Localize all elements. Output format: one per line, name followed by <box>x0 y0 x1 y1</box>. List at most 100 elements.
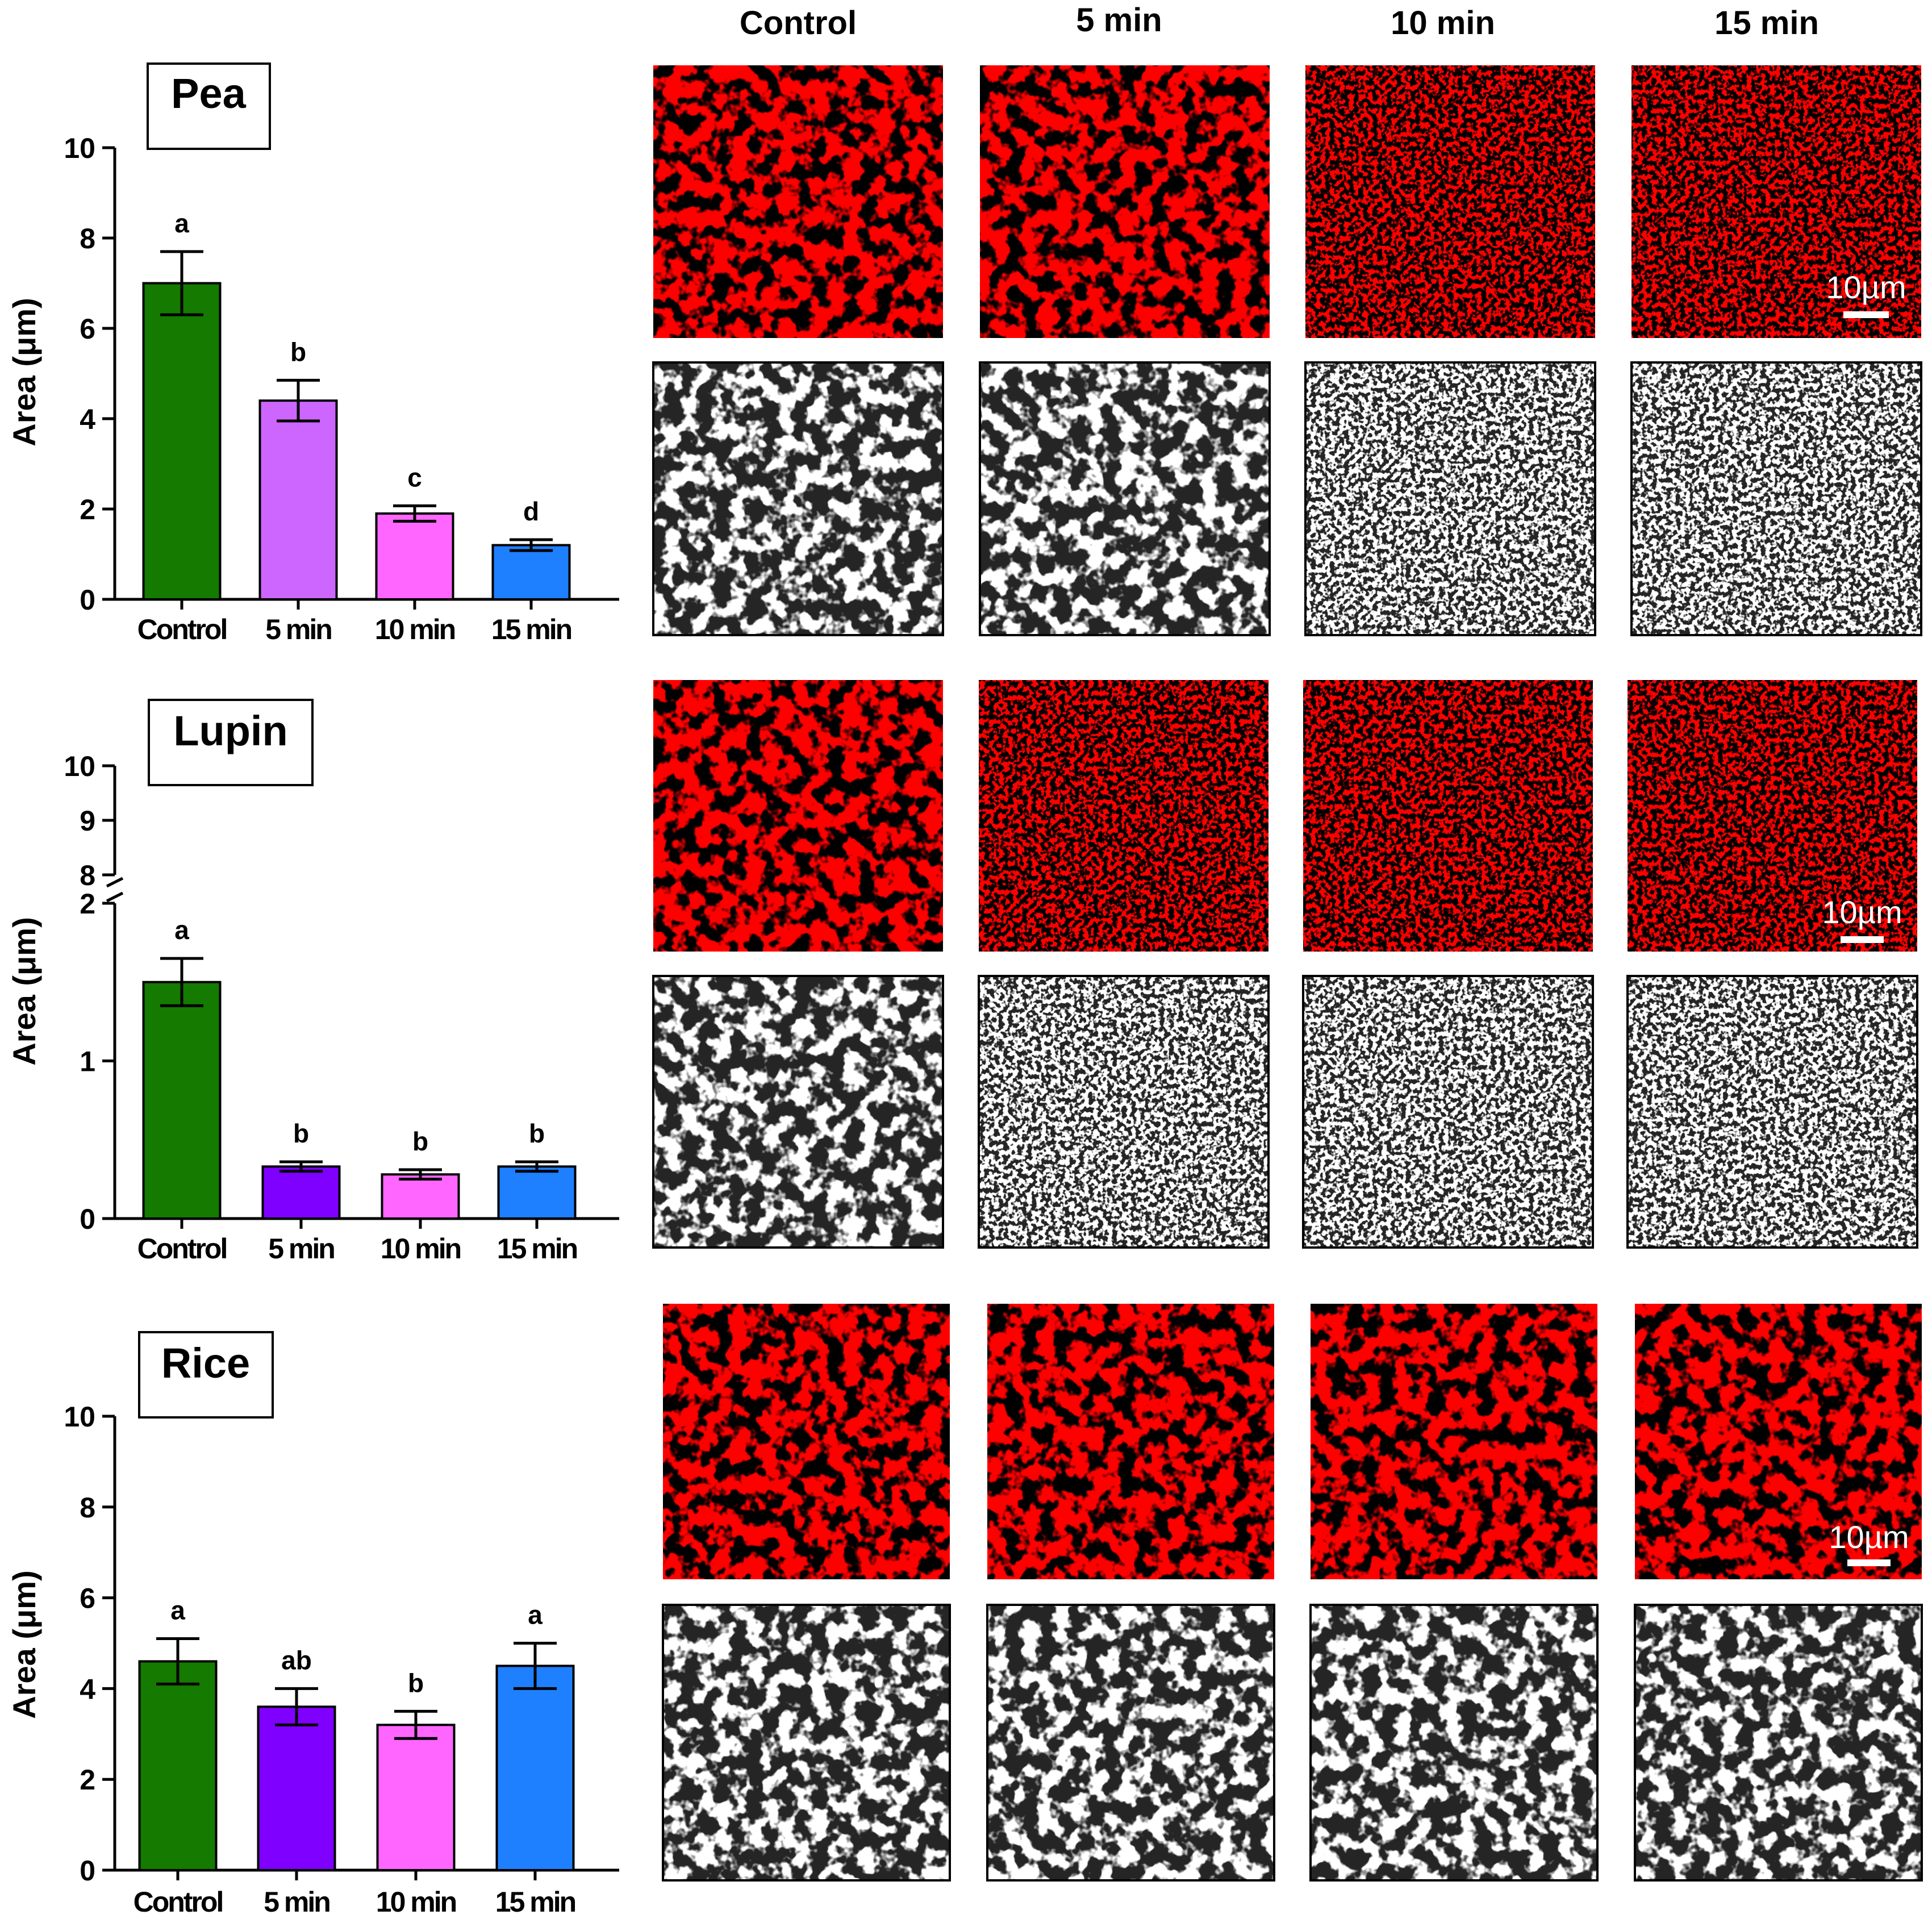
grayscale-image-r2-c2 <box>1309 1604 1599 1882</box>
significance-letter: d <box>523 497 539 526</box>
scale-bar-label-pea: 10µm <box>1826 269 1906 305</box>
scale-bar-pea <box>1843 311 1889 318</box>
y-axis-label: Area (μm) <box>6 1570 42 1718</box>
bar <box>376 1724 456 1872</box>
grayscale-image-r1-c2 <box>1302 975 1594 1249</box>
y-tick-label: 2 <box>80 888 95 920</box>
bar-group-1: b 5 min <box>261 1119 341 1265</box>
grayscale-image-r0-c0 <box>652 361 944 636</box>
significance-letter: ab <box>281 1645 312 1675</box>
fluorescence-image-r0-c2 <box>1305 65 1595 338</box>
y-axis-label: Area (μm) <box>6 917 42 1065</box>
column-headers: Control 5 min 10 min 15 min <box>740 2 1819 41</box>
bar-group-0: a Control <box>137 208 228 645</box>
fluorescence-image-r1-c1 <box>979 680 1268 952</box>
grayscale-image-r1-c3 <box>1626 975 1918 1249</box>
bar-group-0: a Control <box>137 915 228 1265</box>
y-tick-label: 8 <box>80 860 95 891</box>
chart-title-box <box>147 62 271 150</box>
y-tick-label: 10 <box>64 750 95 782</box>
x-tick-label: 15 min <box>495 1886 575 1918</box>
significance-letter: a <box>528 1600 543 1630</box>
bar <box>142 282 222 600</box>
chart-pea: Pea Area (μm) 0 2 4 6 8 10 a Control b 5 min c 10 min… <box>6 62 619 645</box>
grayscale-image-r0-c1 <box>979 361 1271 636</box>
x-tick-label: 5 min <box>265 614 331 645</box>
bar <box>491 544 571 600</box>
column-header-5min: 5 min <box>1076 2 1162 39</box>
bar <box>142 981 222 1220</box>
chart-title: Rice <box>161 1340 250 1387</box>
axis-break-mark <box>106 877 124 888</box>
bar-group-2: c 10 min <box>375 462 457 645</box>
chart-title: Lupin <box>173 707 287 754</box>
bar <box>257 1705 336 1872</box>
fluorescence-image-r0-c1 <box>980 65 1270 338</box>
bar <box>381 1173 460 1220</box>
scale-bars: 10µm 10µm 10µm <box>1822 269 1909 1566</box>
scale-bar-label-lupin: 10µm <box>1822 894 1902 930</box>
x-tick-label: 10 min <box>376 1886 456 1918</box>
fluorescence-image-r0-c3 <box>1631 65 1921 338</box>
grayscale-image-r2-c3 <box>1634 1604 1923 1882</box>
scale-bar-label-rice: 10µm <box>1829 1519 1909 1555</box>
y-tick-label: 0 <box>80 1203 95 1235</box>
y-tick-label: 4 <box>80 403 95 435</box>
y-tick-label: 2 <box>80 1764 95 1796</box>
fluorescence-image-r2-c2 <box>1311 1304 1597 1579</box>
significance-letter: c <box>407 462 422 492</box>
bar-group-1: b 5 min <box>258 337 338 645</box>
grayscale-image-r1-c1 <box>978 975 1270 1249</box>
significance-letter: b <box>529 1119 545 1148</box>
bar-group-3: d 15 min <box>491 497 573 645</box>
chart-title-box <box>148 699 314 786</box>
bar <box>258 399 338 600</box>
fluorescence-image-r2-c1 <box>987 1304 1274 1579</box>
bar-group-3: b 15 min <box>497 1119 579 1265</box>
bar <box>497 1165 577 1220</box>
x-tick-label: 5 min <box>264 1886 329 1918</box>
scale-bar-rice <box>1847 1559 1891 1566</box>
y-tick-label: 8 <box>80 1492 95 1524</box>
microscopy-images <box>652 65 1923 1882</box>
y-tick-label: 8 <box>80 223 95 255</box>
y-tick-label: 10 <box>64 132 95 164</box>
bar-group-2: b 10 min <box>376 1668 458 1918</box>
x-tick-label: Control <box>133 1886 223 1918</box>
y-tick-label: 4 <box>80 1673 95 1705</box>
y-tick-label: 1 <box>80 1046 95 1078</box>
y-tick-label: 10 <box>64 1401 95 1433</box>
bar-group-1: ab 5 min <box>257 1645 336 1918</box>
x-tick-label: Control <box>137 1233 227 1265</box>
fluorescence-image-r2-c3 <box>1635 1304 1922 1579</box>
x-tick-label: Control <box>137 614 227 645</box>
x-tick-label: 15 min <box>491 614 571 645</box>
fluorescence-image-r2-c0 <box>663 1304 950 1579</box>
chart-title: Pea <box>171 70 247 117</box>
scale-bar-lupin <box>1841 936 1884 943</box>
grayscale-image-r2-c1 <box>986 1604 1275 1882</box>
column-header-control: Control <box>740 5 857 41</box>
column-header-15min: 15 min <box>1714 5 1819 41</box>
bar <box>138 1660 218 1871</box>
significance-letter: b <box>408 1668 424 1697</box>
significance-letter: a <box>174 208 189 238</box>
x-tick-label: 10 min <box>375 614 455 645</box>
y-axis-label: Area (μm) <box>6 298 42 446</box>
y-tick-label: 0 <box>80 1855 95 1887</box>
significance-letter: b <box>412 1127 428 1156</box>
y-tick-label: 6 <box>80 1583 95 1615</box>
y-tick-label: 9 <box>80 805 95 837</box>
bar-group-3: a 15 min <box>495 1600 577 1918</box>
y-tick-label: 2 <box>80 494 95 525</box>
significance-letter: a <box>170 1596 185 1625</box>
grayscale-image-r2-c0 <box>662 1604 951 1882</box>
bar <box>495 1664 575 1871</box>
x-tick-label: 5 min <box>268 1233 334 1265</box>
grayscale-image-r0-c2 <box>1304 361 1596 636</box>
bar <box>261 1165 341 1220</box>
fluorescence-image-r1-c0 <box>653 680 943 952</box>
chart-rice: Rice Area (μm) 0 2 4 6 8 10 a Control ab 5 min b 10 m… <box>6 1331 619 1918</box>
chart-lupin: Lupin Area (μm) 0 1 28 9 10 a Control b 5 min b 10 m… <box>6 699 619 1265</box>
